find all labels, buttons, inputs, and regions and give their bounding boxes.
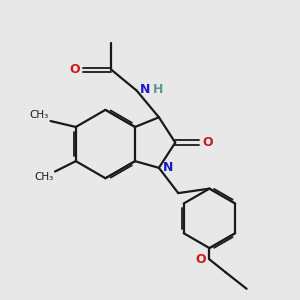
Text: CH₃: CH₃ <box>29 110 49 120</box>
Text: O: O <box>69 63 80 76</box>
Text: N: N <box>140 82 151 96</box>
Text: CH₃: CH₃ <box>34 172 53 182</box>
Text: N: N <box>163 161 173 174</box>
Text: O: O <box>202 136 213 149</box>
Text: O: O <box>195 253 206 266</box>
Text: H: H <box>153 82 163 96</box>
